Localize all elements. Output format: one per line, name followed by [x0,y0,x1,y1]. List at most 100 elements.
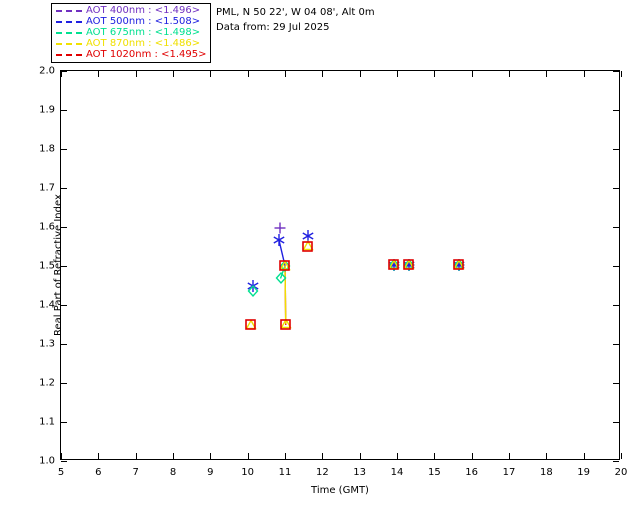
data-point-marker [274,272,287,285]
legend: AOT 400nm : <1.496> AOT 500nm : <1.508> … [51,3,212,63]
y-axis-tick [613,461,619,462]
data-point-marker [279,259,292,272]
x-axis-tick-label: 18 [539,467,553,478]
x-axis-tick-label: 8 [169,467,177,478]
y-axis-tick [613,227,619,228]
data-date-subtitle: Data from: 29 Jul 2025 [216,22,330,33]
y-axis-tick-label: 1.7 [39,182,55,194]
x-axis-tick [583,453,585,459]
legend-label: AOT 675nm : <1.498> [86,27,201,38]
x-axis-tick [210,453,212,459]
x-axis-tick-label: 11 [278,467,292,478]
data-point-marker [245,319,258,332]
y-axis-tick [613,266,619,267]
legend-label: AOT 1020nm : <1.495> [86,49,207,60]
x-axis-tick-label: 7 [132,467,139,478]
data-point-marker [452,259,465,272]
legend-label: AOT 500nm : <1.508> [86,16,201,27]
x-axis-tick-label: 9 [207,467,214,478]
data-point-marker [302,229,315,242]
data-point-marker [279,317,292,330]
x-axis-tick [98,453,100,459]
legend-item-500nm: AOT 500nm : <1.508> [56,16,206,27]
data-point-marker [402,259,415,272]
legend-dash-icon [56,20,82,23]
y-axis-tick [61,110,67,111]
y-axis-tick [61,227,67,228]
y-axis-tick [61,344,67,345]
y-axis-tick-label: 1.5 [39,260,55,272]
legend-dash-icon [56,31,82,34]
chart-title-block: PML, N 50 22', W 04 08', Alt 0m Data fro… [216,5,375,35]
legend-label: AOT 400nm : <1.496> [86,5,201,16]
x-axis-tick [61,453,62,459]
y-axis-tick [61,71,67,72]
data-point-marker [388,259,401,272]
x-axis-tick-label: 12 [315,467,329,478]
x-axis-tick-label: 20 [614,467,628,478]
y-axis-tick [61,422,67,423]
y-axis-tick [613,149,619,150]
data-point-marker [302,240,315,253]
x-axis-tick [397,71,398,77]
y-axis-tick-label: 1.9 [39,104,55,116]
y-axis-tick [61,383,67,384]
data-point-marker [452,259,465,272]
x-axis-tick [98,71,100,77]
x-axis-tick-label: 16 [465,467,479,478]
x-axis-title: Time (GMT) [311,485,369,496]
x-axis-tick [173,71,174,77]
x-axis-tick-label: 17 [502,467,516,478]
legend-dash-icon [56,42,82,45]
legend-item-675nm: AOT 675nm : <1.498> [56,27,206,38]
x-axis-tick [173,453,174,459]
data-point-marker [245,318,258,331]
x-axis-tick-label: 5 [57,467,65,478]
site-location-title: PML, N 50 22', W 04 08', Alt 0m [216,7,375,18]
x-axis-tick [583,71,585,77]
x-axis-tick [621,453,622,459]
y-axis-tick [613,422,619,423]
y-axis-tick [61,188,67,189]
y-axis-tick [61,149,67,150]
x-axis-tick [359,71,361,77]
x-axis-tick-label: 15 [427,467,441,478]
x-axis-tick [285,453,286,459]
x-axis-tick-label: 19 [577,467,591,478]
plot-frame: Real Part of Refractive Index 5 6 7 8 9 10 11 1… [39,66,627,479]
data-point-marker [302,240,315,253]
y-axis-tick-label: 1.2 [39,377,55,389]
x-axis-tick [285,71,286,77]
legend-dash-icon [56,9,82,12]
x-axis-tick-label: 14 [390,467,404,478]
legend-dash-icon [56,53,82,56]
y-axis-tick-label: 1.6 [39,221,55,233]
data-point-marker [388,259,401,272]
y-axis-tick [61,461,67,462]
y-axis-tick-label: 1.1 [39,416,55,428]
data-point-marker [402,259,415,272]
data-point-marker [279,318,292,331]
x-axis-tick [359,453,361,459]
y-axis-tick-label: 1.3 [39,338,55,350]
y-axis-tick-label: 2.0 [39,65,55,77]
x-axis-tick [322,453,324,459]
x-axis-tick [621,71,622,77]
y-axis-tick [61,305,67,306]
x-axis-tick-label: 6 [95,467,102,478]
x-axis-tick [247,71,249,77]
x-axis-tick [546,453,548,459]
x-axis-tick [135,71,137,77]
y-axis-tick [613,344,619,345]
x-axis-tick [434,453,436,459]
y-axis-tick [613,188,619,189]
y-axis-tick [613,305,619,306]
data-point-marker [273,222,286,235]
x-axis-tick [135,453,137,459]
data-point-marker [279,259,292,272]
legend-item-870nm: AOT 870nm : <1.486> [56,38,206,49]
y-axis-tick [61,266,67,267]
y-axis-tick-label: 1.0 [39,455,55,467]
y-axis-tick [613,71,619,72]
x-axis-tick [471,453,473,459]
